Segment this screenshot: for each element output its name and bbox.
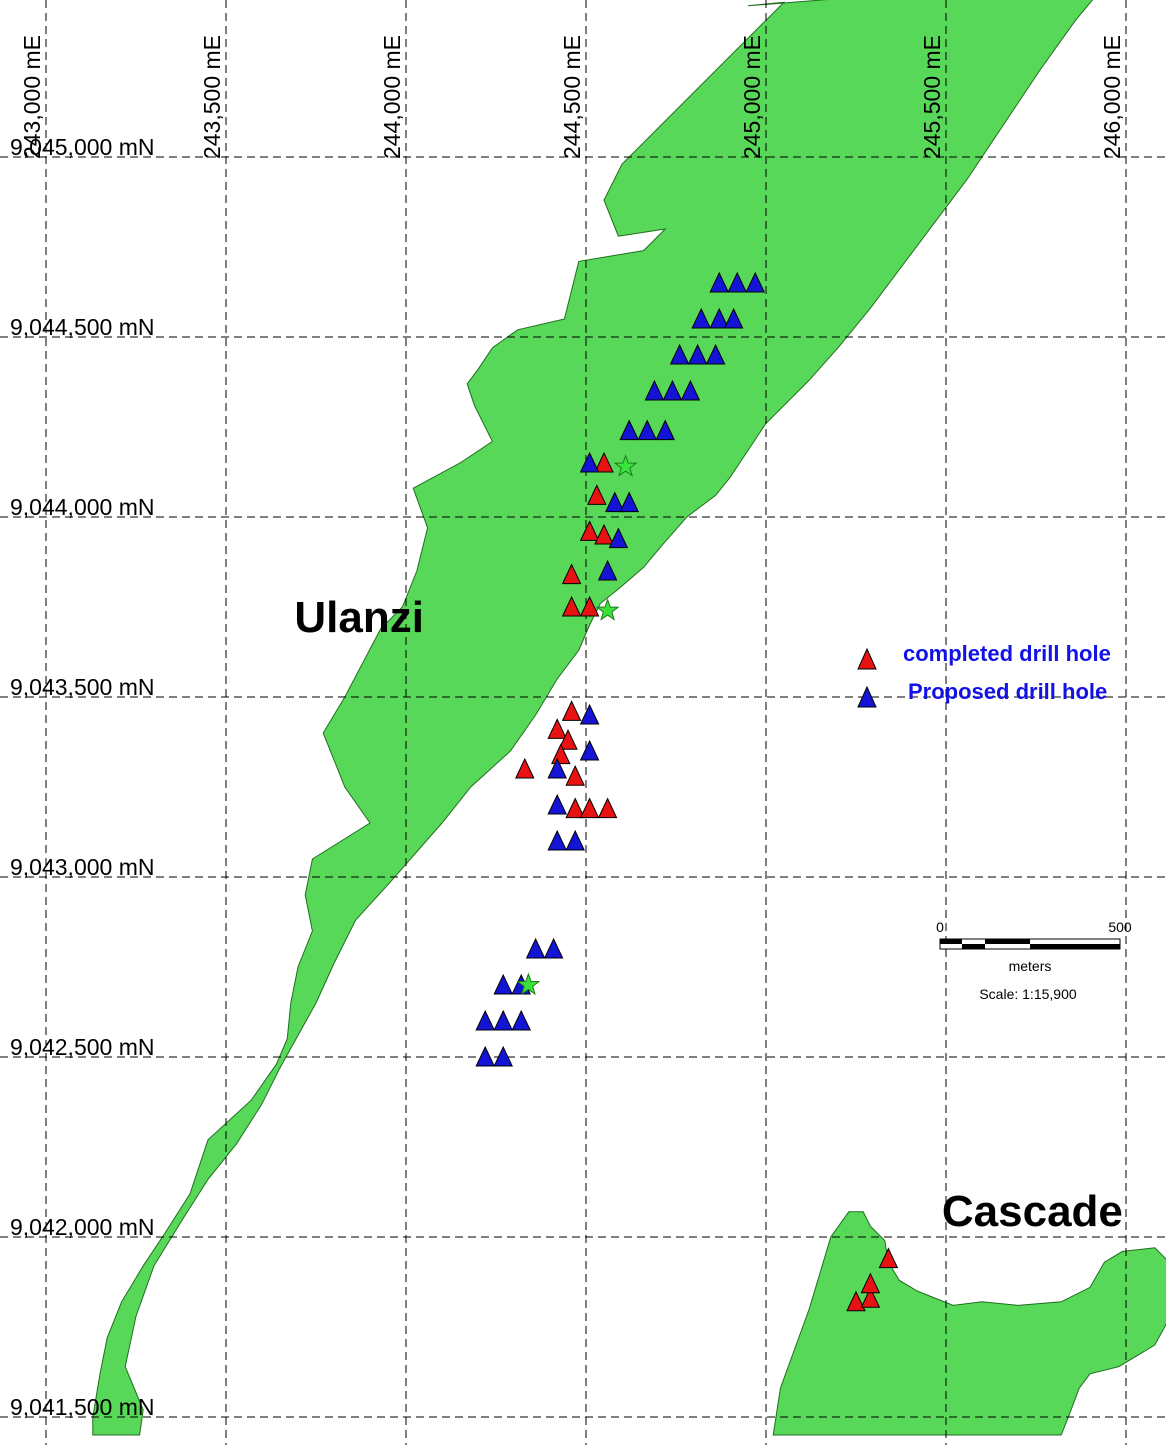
scale-bar-seg-1 — [940, 939, 962, 944]
northing-label: 9,044,500 mN — [10, 314, 154, 340]
completed-drill-hole — [515, 757, 535, 779]
proposed-drill-hole — [475, 1045, 495, 1067]
star-marker — [516, 972, 541, 996]
proposed-drill-hole — [687, 343, 708, 365]
completed-drill-hole — [558, 729, 578, 750]
completed-drill-hole — [594, 451, 614, 473]
scale-end-label: 500 — [1108, 919, 1132, 935]
completed-drill-hole — [860, 1287, 881, 1308]
proposed-drill-hole — [709, 307, 729, 329]
proposed-drill-hole — [511, 1009, 531, 1031]
completed-drill-hole — [561, 563, 582, 585]
northing-label: 9,043,000 mN — [10, 854, 154, 880]
easting-label: 246,000 mE — [1099, 35, 1125, 159]
proposed-drill-hole — [579, 451, 600, 473]
legend-proposed-label: Proposed drill hole — [908, 679, 1107, 704]
completed-drill-hole — [860, 1272, 881, 1294]
proposed-drill-hole — [547, 793, 567, 815]
legend-completed-label: completed drill hole — [903, 641, 1111, 666]
proposed-drill-hole — [475, 1009, 495, 1031]
proposed-drill-hole — [565, 829, 585, 851]
proposed-drill-hole — [493, 973, 513, 995]
scale-bar-seg-2 — [962, 944, 985, 949]
completed-drill-hole — [594, 523, 614, 545]
northing-label: 9,041,500 mN — [10, 1394, 154, 1420]
easting-label: 245,000 mE — [739, 35, 765, 159]
legend: completed drill hole Proposed drill hole — [857, 641, 1111, 708]
easting-label: 244,500 mE — [559, 35, 585, 159]
completed-drill-hole — [551, 743, 571, 765]
place-label-cascade: Cascade — [942, 1187, 1123, 1236]
completed-drill-hole — [878, 1247, 899, 1269]
completed-drill-hole — [587, 484, 607, 505]
completed-drill-hole — [579, 595, 600, 617]
proposed-drill-hole — [709, 271, 729, 293]
proposed-drill-hole — [745, 271, 765, 293]
easting-label: 244,000 mE — [379, 35, 405, 159]
scale-bar-seg-4 — [1030, 944, 1120, 949]
zone-ulanzi-main — [92, 0, 1094, 1436]
northing-label: 9,043,500 mN — [10, 674, 154, 700]
proposed-drill-hole — [662, 379, 683, 401]
proposed-drill-hole — [655, 419, 675, 441]
proposed-drill-hole — [619, 419, 639, 441]
zone-cascade — [772, 1211, 1166, 1436]
easting-label: 243,500 mE — [199, 35, 225, 159]
completed-drill-hole — [561, 595, 582, 617]
proposed-drill-hole — [547, 757, 567, 779]
northing-label: 9,044,000 mN — [10, 494, 154, 520]
proposed-drill-hole — [608, 527, 629, 549]
proposed-drill-hole — [493, 1045, 513, 1067]
place-labels: Ulanzi Cascade — [294, 593, 1122, 1236]
proposed-drill-hole — [579, 703, 600, 725]
proposed-drill-hole — [605, 491, 625, 513]
completed-drill-hole — [547, 718, 567, 739]
star-marker — [595, 598, 620, 621]
scale-units: meters — [1009, 958, 1052, 974]
completed-drill-hole — [579, 520, 600, 541]
easting-label: 245,500 mE — [919, 35, 945, 159]
proposed-drill-hole — [493, 1009, 513, 1031]
proposed-drill-hole — [543, 937, 564, 959]
proposed-drill-hole — [669, 343, 690, 365]
proposed-drill-hole — [727, 271, 747, 293]
grid-labels: 243,000 mE 243,500 mE 244,000 mE 244,500 mE… — [10, 35, 1125, 1420]
northing-label: 9,045,000 mN — [10, 134, 154, 160]
proposed-drill-hole — [525, 937, 546, 959]
northing-label: 9,042,500 mN — [10, 1034, 154, 1060]
proposed-drill-hole — [723, 307, 744, 329]
completed-drill-hole — [579, 797, 600, 819]
legend-proposed-symbol — [857, 685, 877, 708]
proposed-drill-hole — [547, 829, 567, 851]
completed-drill-hole — [565, 797, 585, 819]
proposed-drill-hole — [637, 419, 657, 441]
completed-drill-hole — [597, 797, 618, 819]
drill-holes — [475, 271, 899, 1312]
mineralized-zones — [92, 0, 1166, 1436]
proposed-drill-hole — [644, 379, 665, 401]
place-label-ulanzi: Ulanzi — [294, 593, 424, 642]
proposed-drill-hole — [579, 739, 600, 761]
proposed-drill-hole — [705, 343, 726, 365]
scale-start-label: 0 — [936, 919, 944, 935]
proposed-drill-hole — [619, 491, 639, 513]
completed-drill-hole — [846, 1290, 866, 1312]
northing-label: 9,042,000 mN — [10, 1214, 154, 1240]
completed-drill-hole — [561, 700, 582, 721]
proposed-drill-hole — [691, 307, 711, 329]
scale-ratio: Scale: 1:15,900 — [979, 986, 1077, 1002]
star-marker — [613, 454, 638, 477]
proposed-drill-hole — [597, 559, 618, 581]
scale-bar: 0 500 meters Scale: 1:15,900 — [936, 919, 1132, 1002]
proposed-drill-hole — [680, 379, 701, 401]
easting-label: 243,000 mE — [19, 35, 45, 159]
completed-drill-hole — [565, 765, 585, 786]
scale-bar-seg-3 — [985, 939, 1030, 944]
legend-completed-symbol — [857, 647, 877, 670]
